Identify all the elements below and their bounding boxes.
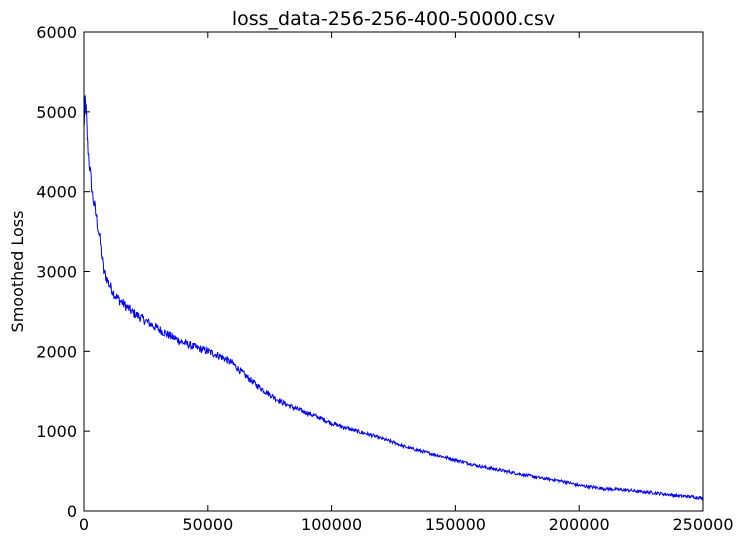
y-tick-label: 5000: [36, 103, 77, 122]
x-tick-label: 100000: [301, 515, 362, 534]
series-layer: [83, 94, 704, 501]
series-line: [83, 94, 704, 501]
y-tick-label: 6000: [36, 23, 77, 42]
plot-frame: [83, 31, 704, 512]
y-tick-label: 4000: [36, 183, 77, 202]
chart-title: loss_data-256-256-400-50000.csv: [232, 8, 555, 30]
x-tick-label: 250000: [672, 515, 733, 534]
ticks-layer: 0 50000 100000 150000 200000 250000 0 1000 2000 3…: [36, 23, 733, 534]
y-tick-label: 2000: [36, 342, 77, 361]
y-tick-label: 3000: [36, 263, 77, 282]
x-tick-label: 150000: [425, 515, 486, 534]
y-axis-label: Smoothed Loss: [8, 211, 27, 333]
y-tick-label: 1000: [36, 422, 77, 441]
x-tick-label: 0: [79, 515, 89, 534]
y-tick-label: 0: [67, 502, 77, 521]
x-tick-label: 200000: [549, 515, 610, 534]
x-tick-label: 50000: [182, 515, 233, 534]
